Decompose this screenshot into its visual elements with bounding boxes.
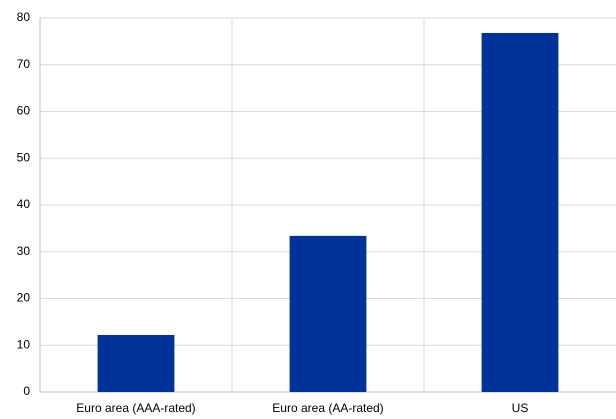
y-tick-label: 60 <box>17 104 31 118</box>
x-tick-label: Euro area (AAA-rated) <box>76 401 195 415</box>
bar <box>97 334 175 392</box>
x-tick-label: Euro area (AA-rated) <box>272 401 383 415</box>
y-tick-label: 20 <box>17 291 31 305</box>
x-tick-label: US <box>512 401 529 415</box>
y-tick-label: 50 <box>17 150 31 164</box>
y-tick-label: 30 <box>17 244 31 258</box>
y-tick-label: 70 <box>17 57 31 71</box>
y-tick-label: 10 <box>17 337 31 351</box>
y-tick-label: 80 <box>17 10 31 24</box>
y-tick-label: 40 <box>17 197 31 211</box>
bar <box>289 235 367 392</box>
bar <box>481 32 559 393</box>
y-tick-label: 0 <box>23 384 30 398</box>
